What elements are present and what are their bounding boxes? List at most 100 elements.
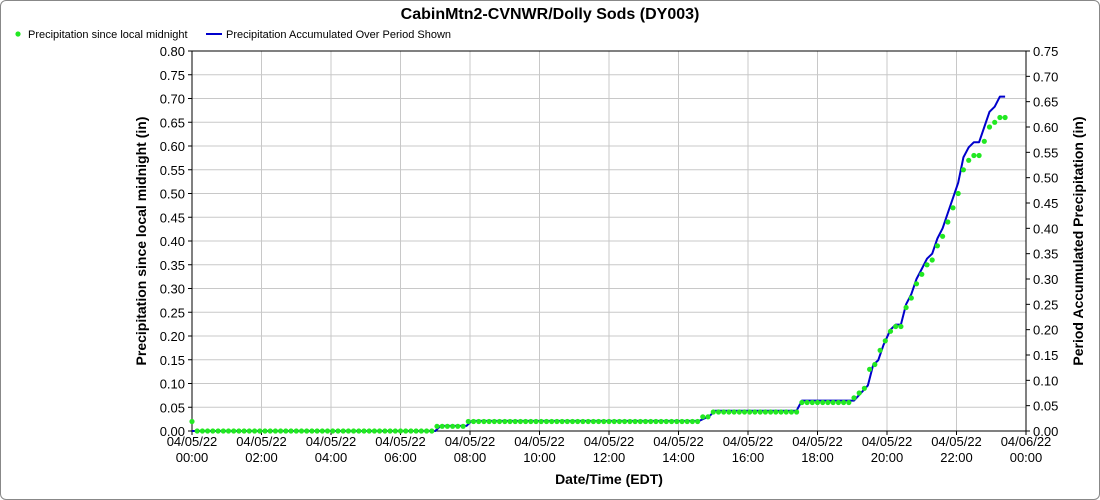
precip-since-midnight-point	[335, 428, 341, 434]
x-tick-time: 00:00	[1010, 450, 1043, 465]
x-tick-date: 04/05/22	[167, 434, 218, 449]
precip-since-midnight-point	[387, 428, 393, 434]
left-tick-label: 0.35	[160, 258, 185, 273]
precip-since-midnight-point	[429, 428, 435, 434]
precip-since-midnight-point	[616, 418, 623, 425]
accumulated-precipitation-line	[192, 95, 1006, 432]
precip-since-midnight-point	[569, 418, 576, 425]
right-y-axis-label: Period Accumulated Precipitation (in)	[1070, 116, 1086, 365]
legend-label-points: Precipitation since local midnight	[28, 29, 188, 41]
precip-since-midnight-point	[679, 418, 685, 425]
precip-since-midnight-point	[528, 418, 534, 425]
precip-since-midnight-point	[455, 423, 461, 429]
x-tick-date: 04/05/22	[931, 434, 982, 449]
precip-since-midnight-point	[950, 205, 956, 211]
precip-since-midnight-point	[554, 418, 560, 425]
right-tick-label: 0.20	[1033, 323, 1058, 338]
precip-since-midnight-point	[606, 418, 612, 425]
right-tick-label: 0.05	[1033, 399, 1058, 414]
precip-since-midnight-point	[752, 409, 758, 415]
precip-since-midnight-point	[799, 399, 805, 406]
precip-since-midnight-point	[856, 390, 862, 396]
precip-since-midnight-point	[257, 428, 263, 434]
precip-since-midnight-point	[496, 418, 503, 425]
precip-since-midnight-point	[695, 418, 701, 425]
precip-since-midnight-point	[867, 366, 873, 372]
precip-since-midnight-point	[272, 428, 278, 434]
precip-since-midnight-point	[371, 428, 377, 434]
precip-since-midnight-point	[898, 323, 904, 330]
precip-since-midnight-point	[523, 418, 529, 425]
precip-since-midnight-point	[721, 409, 727, 415]
precip-since-midnight-point	[689, 418, 696, 425]
precip-since-midnight-point	[236, 428, 242, 434]
precip-since-midnight-point	[252, 428, 258, 434]
x-tick-time: 04:00	[315, 450, 348, 465]
precip-since-midnight-point	[283, 428, 289, 434]
x-tick-date: 04/05/22	[862, 434, 913, 449]
precip-since-midnight-point	[981, 138, 987, 144]
precip-since-midnight-point	[366, 428, 372, 434]
left-tick-label: 0.75	[160, 68, 185, 83]
x-tick-date: 04/05/22	[584, 434, 635, 449]
precip-since-midnight-point	[205, 428, 211, 434]
precip-since-midnight-point	[267, 428, 273, 434]
right-tick-label: 0.50	[1033, 171, 1058, 186]
precip-since-midnight-point	[632, 418, 638, 425]
x-axis-label: Date/Time (EDT)	[555, 471, 663, 487]
precip-since-midnight-point	[356, 428, 362, 434]
precip-since-midnight-point	[194, 428, 200, 434]
precip-since-midnight-point	[705, 414, 711, 420]
right-tick-label: 0.65	[1033, 95, 1058, 110]
precip-since-midnight-point	[887, 328, 894, 334]
precip-since-midnight-point	[575, 418, 581, 425]
precip-since-midnight-point	[241, 428, 247, 434]
precip-since-midnight-point	[830, 399, 836, 406]
precip-since-midnight-point	[726, 409, 732, 415]
precip-since-midnight-point	[403, 428, 409, 434]
precip-since-midnight-point	[309, 428, 315, 434]
right-tick-label: 0.70	[1033, 69, 1058, 84]
precip-since-midnight-point	[361, 428, 367, 434]
right-tick-label: 0.15	[1033, 348, 1058, 363]
legend-marker-points	[15, 31, 21, 37]
right-tick-label: 0.10	[1033, 373, 1058, 388]
precip-since-midnight-point	[762, 409, 769, 415]
precip-since-midnight-point	[710, 409, 716, 415]
precip-since-midnight-point	[220, 428, 226, 434]
precip-since-midnight-point	[929, 257, 935, 263]
precip-since-midnight-point	[465, 418, 471, 425]
left-tick-label: 0.60	[160, 139, 185, 154]
x-tick-date: 04/06/22	[1001, 434, 1052, 449]
precip-since-midnight-point	[919, 271, 925, 277]
x-tick-date: 04/05/22	[723, 434, 774, 449]
precip-since-midnight-point	[741, 409, 748, 415]
precip-since-midnight-point	[262, 428, 268, 434]
x-tick-time: 20:00	[871, 450, 904, 465]
precip-since-midnight-point	[210, 428, 216, 434]
precip-since-midnight-point	[377, 428, 383, 434]
precip-since-midnight-point	[945, 219, 951, 225]
precip-since-midnight-point	[424, 428, 430, 434]
precip-since-midnight-point	[298, 428, 305, 434]
precip-since-midnight-point	[189, 418, 195, 425]
left-tick-label: 0.80	[160, 44, 185, 59]
precip-since-midnight-point	[627, 418, 633, 425]
precip-since-midnight-point	[517, 418, 524, 425]
left-tick-label: 0.65	[160, 115, 185, 130]
precip-since-midnight-point	[351, 428, 357, 434]
precip-since-midnight-point	[794, 409, 800, 415]
precip-since-midnight-point	[215, 428, 221, 434]
precip-since-midnight-point	[783, 409, 789, 415]
left-tick-label: 0.10	[160, 377, 185, 392]
precip-since-midnight-point	[622, 418, 628, 425]
right-tick-label: 0.40	[1033, 221, 1058, 236]
precip-since-midnight-point	[533, 418, 539, 425]
precip-since-midnight-point	[397, 428, 404, 434]
precip-since-midnight-point	[851, 395, 857, 401]
precip-since-midnight-point	[444, 423, 450, 429]
legend-label-line: Precipitation Accumulated Over Period Sh…	[226, 29, 451, 41]
precip-since-midnight-point	[382, 428, 388, 434]
precip-since-midnight-point	[418, 428, 424, 434]
precip-since-midnight-point	[288, 428, 294, 434]
